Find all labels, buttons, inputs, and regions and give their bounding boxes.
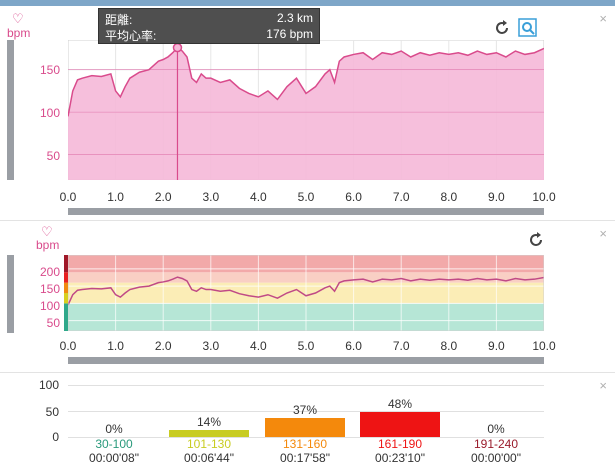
y-axis-scroll-handle[interactable] bbox=[7, 40, 14, 180]
zone-strip-segment bbox=[64, 255, 69, 273]
x-tick: 2.0 bbox=[154, 190, 172, 204]
x-tick: 1.0 bbox=[107, 190, 124, 204]
zone-color-strip bbox=[64, 255, 69, 331]
horizontal-scrollbar[interactable] bbox=[68, 208, 544, 215]
y-tick: 0 bbox=[52, 430, 59, 444]
hover-tooltip: 距離: 2.3 km 平均心率: 176 bpm bbox=[98, 8, 320, 44]
close-icon[interactable]: × bbox=[599, 226, 607, 241]
heart-rate-zone-chart[interactable] bbox=[68, 255, 544, 331]
zone-percent: 48% bbox=[387, 397, 413, 412]
x-tick: 9.0 bbox=[488, 190, 505, 204]
tooltip-hr-value: 176 bpm bbox=[266, 27, 313, 41]
horizontal-scrollbar[interactable] bbox=[68, 357, 544, 364]
y-unit-label: bpm bbox=[7, 26, 31, 40]
zone-time: 00:00'08" bbox=[89, 451, 139, 465]
zone-bar[interactable] bbox=[265, 417, 345, 437]
gridline bbox=[68, 411, 544, 412]
y-tick: 50 bbox=[46, 316, 60, 330]
tooltip-distance-value: 2.3 km bbox=[276, 11, 313, 25]
heart-rate-zone-chart-panel: × ♡ bpm 200 150 100 50 0.0 1.0 2.0 3.0 4.0 5.… bbox=[0, 220, 615, 371]
rotate-reset-icon[interactable] bbox=[526, 230, 546, 250]
x-tick: 4.0 bbox=[250, 190, 267, 204]
x-tick: 3.0 bbox=[202, 339, 220, 353]
zone-percent: 37% bbox=[292, 402, 318, 417]
y-tick: 100 bbox=[39, 299, 60, 313]
x-tick: 8.0 bbox=[440, 190, 458, 204]
x-tick: 10.0 bbox=[532, 190, 556, 204]
y-tick: 150 bbox=[39, 282, 60, 296]
x-tick: 4.0 bbox=[250, 339, 267, 353]
x-tick: 9.0 bbox=[488, 339, 505, 353]
zone-strip-segment bbox=[64, 272, 69, 283]
heart-rate-chart-panel: × ♡ bpm 150 100 50 0.0 1.0 2.0 3.0 4.0 5.0 6.0… bbox=[0, 6, 615, 218]
zone-strip-segment bbox=[64, 293, 69, 304]
series-area bbox=[68, 47, 544, 180]
x-tick: 3.0 bbox=[202, 190, 220, 204]
top-bar bbox=[0, 0, 615, 6]
zone-time: 00:06'44" bbox=[184, 451, 234, 465]
y-axis-scroll-handle[interactable] bbox=[7, 255, 14, 333]
x-tick: 8.0 bbox=[440, 339, 458, 353]
y-tick: 50 bbox=[45, 405, 59, 419]
x-tick: 2.0 bbox=[154, 339, 172, 353]
heart-outline-icon: ♡ bbox=[41, 224, 53, 239]
x-tick: 10.0 bbox=[532, 339, 556, 353]
zone-percent: 14% bbox=[196, 414, 222, 429]
gridline bbox=[68, 437, 544, 438]
zone-time: 00:17'58" bbox=[280, 451, 330, 465]
y-tick: 100 bbox=[39, 106, 60, 120]
zone-percent: 0% bbox=[105, 422, 123, 436]
heart-outline-icon: ♡ bbox=[12, 11, 24, 26]
zone-range: 161-190 bbox=[377, 437, 423, 451]
x-tick: 5.0 bbox=[297, 339, 315, 353]
heart-rate-zone-distribution-panel: × 100 50 0 0% 30-100 00:00'08" 14% 101-130 00… bbox=[0, 372, 615, 471]
zone-range: 30-100 bbox=[95, 437, 133, 451]
x-tick: 6.0 bbox=[345, 190, 362, 204]
zone-strip-segment bbox=[64, 303, 69, 331]
x-tick: 7.0 bbox=[392, 339, 410, 353]
y-tick: 100 bbox=[38, 378, 59, 392]
gridline bbox=[68, 385, 544, 386]
zone-strip-segment bbox=[64, 282, 69, 293]
zone-bar[interactable] bbox=[360, 412, 440, 437]
x-tick: 0.0 bbox=[59, 339, 77, 353]
y-tick: 50 bbox=[46, 149, 60, 163]
zone-bar[interactable] bbox=[169, 429, 249, 437]
zoom-search-icon[interactable] bbox=[518, 18, 538, 38]
x-tick: 7.0 bbox=[392, 190, 410, 204]
zone-range: 101-130 bbox=[186, 437, 232, 451]
rotate-reset-icon[interactable] bbox=[492, 18, 512, 38]
y-unit-label: bpm bbox=[36, 238, 60, 252]
y-tick: 200 bbox=[39, 265, 60, 279]
x-tick: 1.0 bbox=[107, 339, 124, 353]
zone-percent: 0% bbox=[487, 422, 505, 436]
heart-rate-area-chart[interactable] bbox=[68, 40, 544, 180]
tooltip-distance-label: 距離: bbox=[105, 13, 133, 27]
series-line bbox=[68, 276, 544, 306]
hover-point bbox=[172, 42, 183, 53]
zone-range: 191-240 bbox=[473, 437, 519, 451]
zone-range: 131-160 bbox=[282, 437, 328, 451]
x-tick: 6.0 bbox=[345, 339, 362, 353]
tooltip-hr-label: 平均心率: bbox=[105, 29, 157, 43]
series-line bbox=[68, 46, 544, 117]
x-tick: 0.0 bbox=[59, 190, 77, 204]
y-tick: 150 bbox=[39, 63, 60, 77]
x-tick: 5.0 bbox=[297, 190, 315, 204]
close-icon[interactable]: × bbox=[599, 378, 607, 393]
close-icon[interactable]: × bbox=[599, 11, 607, 26]
zone-time: 00:23'10" bbox=[375, 451, 425, 465]
zone-time: 00:00'00" bbox=[471, 451, 521, 465]
